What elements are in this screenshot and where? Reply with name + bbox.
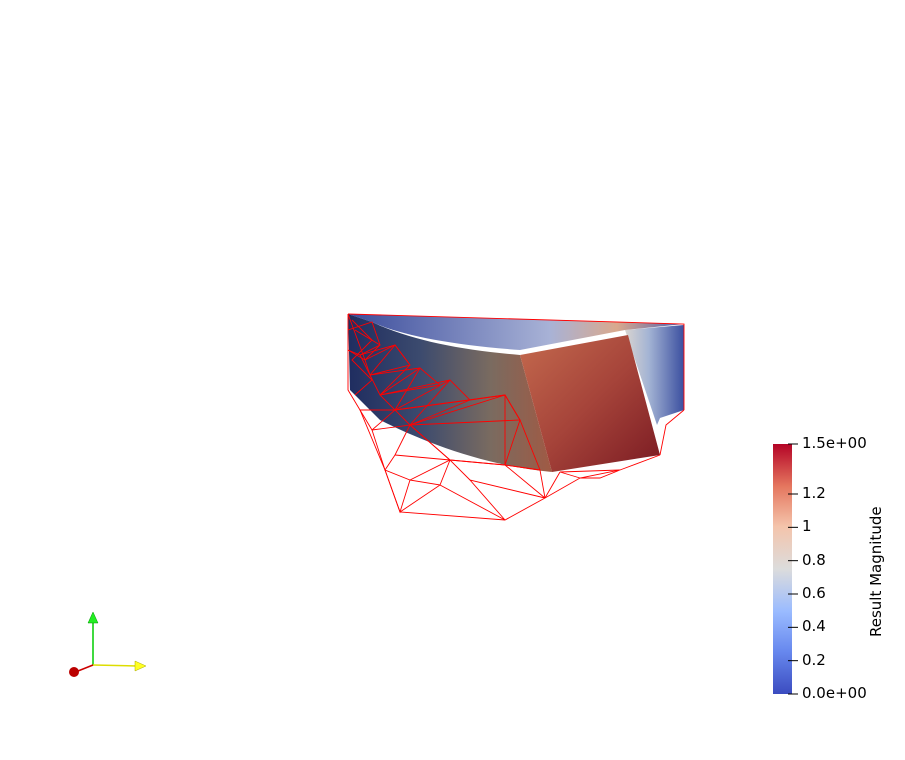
orientation-axes[interactable]	[69, 611, 147, 677]
colorbar-gradient	[773, 444, 792, 694]
deformed-solid	[348, 314, 684, 472]
colorbar-tick-label: 1	[802, 517, 812, 536]
colorbar-title: Result Magnitude	[867, 506, 885, 637]
colorbar-tick-label: 0.2	[802, 650, 826, 669]
undeformed-wireframe	[347, 313, 685, 521]
colorbar-tick-label: 0.6	[802, 584, 826, 602]
colorbar-tick-label: 1.2	[802, 484, 826, 502]
solid-end-face	[625, 325, 684, 425]
solid-top-face	[348, 314, 684, 350]
solid-inner-face	[348, 314, 552, 472]
solid-cut-face	[520, 335, 660, 472]
color-legend[interactable]	[773, 443, 798, 695]
z-axis-arrow-icon	[69, 667, 79, 677]
colorbar-tick-label: 1.5e+00	[802, 434, 867, 452]
z-axis-line	[77, 664, 94, 672]
x-axis-line	[92, 664, 138, 667]
y-axis-arrow-icon	[87, 611, 99, 624]
x-axis-arrow-icon	[134, 660, 147, 672]
colorbar-tick-label: 0.4	[802, 617, 826, 636]
colorbar-tick-label: 0.0e+00	[802, 684, 867, 702]
colorbar-tick-label: 0.8	[802, 550, 826, 569]
